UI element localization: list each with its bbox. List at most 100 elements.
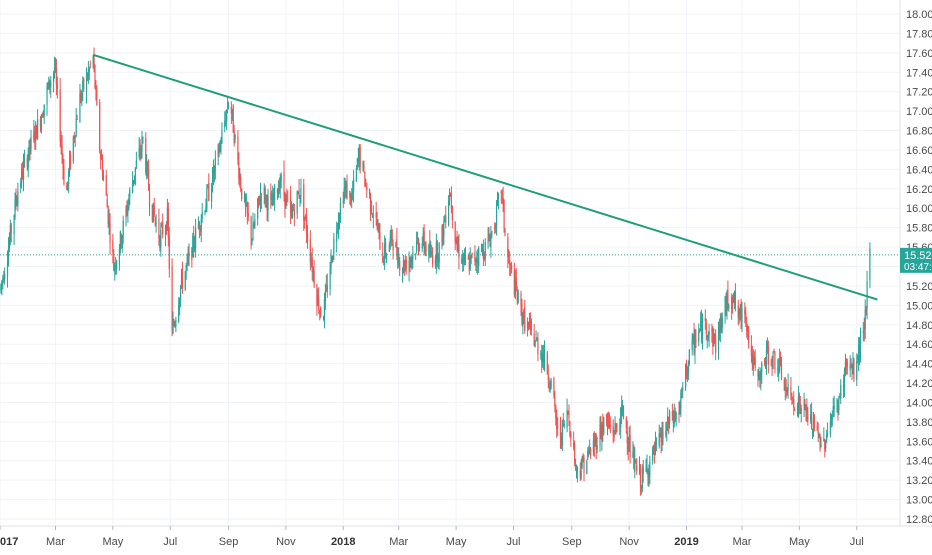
candle-body: [114, 265, 116, 270]
candle-body: [724, 297, 726, 315]
candle-body: [474, 252, 476, 262]
candle-body: [299, 195, 301, 199]
candle-body: [151, 204, 153, 221]
candle-body: [59, 89, 61, 141]
candle-body: [607, 420, 610, 423]
candle-body: [401, 270, 404, 272]
candle-body: [290, 209, 293, 217]
candle-body: [306, 233, 309, 242]
trendline[interactable]: [92, 53, 878, 301]
candle-body: [862, 330, 864, 334]
candle-body: [285, 194, 287, 209]
candle-body: [388, 244, 390, 252]
candle-body: [455, 237, 457, 244]
y-tick-label: 13.40: [906, 456, 932, 468]
candle-body: [484, 241, 486, 260]
candle-body: [80, 93, 82, 101]
candle-body: [534, 341, 536, 348]
candle-body: [389, 237, 391, 242]
candle-body: [133, 175, 136, 179]
candle-body: [509, 260, 511, 265]
candle-body: [522, 321, 524, 328]
candle-body: [513, 270, 516, 296]
candle-body: [382, 252, 384, 263]
candle-body: [705, 323, 707, 334]
x-tick-label: Sep: [219, 536, 239, 548]
candle-body: [449, 195, 452, 197]
candle-body: [61, 145, 63, 156]
candle-body: [266, 197, 268, 211]
candle-body: [546, 352, 548, 375]
candle-body: [265, 196, 267, 200]
candle-body: [213, 166, 216, 174]
candle-body: [562, 418, 564, 422]
candle-body: [648, 472, 650, 478]
candle-body: [470, 255, 472, 259]
candle-body: [569, 422, 571, 436]
candle-body: [799, 403, 801, 411]
candle-body: [813, 417, 816, 424]
candle-body: [783, 379, 785, 391]
candle-body: [638, 466, 641, 469]
candle-body: [794, 409, 796, 411]
candle-body: [88, 68, 90, 73]
candle-body: [467, 256, 469, 260]
candle-body: [200, 219, 202, 232]
candle-body: [122, 220, 124, 238]
candle-body: [174, 323, 176, 327]
candle-body: [560, 437, 563, 443]
candle-body: [616, 424, 618, 429]
candle-body: [423, 231, 425, 249]
candle-body: [87, 70, 90, 76]
candle-body: [322, 319, 325, 321]
candle-body: [112, 240, 114, 253]
candle-body: [641, 468, 643, 489]
candle-body: [15, 197, 17, 203]
candle-body: [324, 290, 326, 302]
candle-body: [550, 378, 552, 389]
candle-body: [482, 249, 484, 259]
time-axis[interactable]: 017 Mar May Jul Sep Nov 2018 Mar May Jul Sep Nov 201…: [0, 526, 864, 548]
candle-body: [79, 93, 81, 123]
candle-body: [305, 215, 307, 219]
candle-body: [226, 110, 228, 122]
x-tick-label: 2019: [674, 536, 698, 548]
candle-body: [634, 457, 636, 473]
candle-body: [858, 341, 861, 357]
candle-body: [600, 424, 602, 438]
candle-body: [221, 130, 223, 143]
candle-body: [757, 371, 759, 377]
candle-body: [784, 383, 786, 392]
countdown-timer: 03:47:04: [904, 262, 932, 273]
y-tick-label: 17.60: [906, 48, 932, 60]
candle-body: [342, 200, 344, 204]
x-tick-label: May: [102, 536, 123, 548]
candle-body: [22, 163, 25, 181]
candle-body: [289, 196, 292, 213]
y-tick-label: 13.20: [906, 475, 932, 487]
candle-body: [701, 319, 704, 344]
candle-body: [533, 333, 535, 346]
candle-body: [863, 327, 865, 331]
candle-body: [92, 56, 94, 65]
candle-body: [454, 221, 456, 242]
candle-body: [507, 237, 509, 258]
candle-body: [283, 171, 285, 195]
candle-body: [185, 265, 187, 271]
candle-body: [451, 205, 453, 220]
candle-body: [313, 270, 315, 286]
candle-body: [257, 198, 259, 219]
candle-body: [212, 168, 215, 177]
candle-body: [752, 356, 754, 369]
candle-body: [425, 247, 427, 253]
candle-body: [21, 170, 24, 179]
candle-body: [589, 447, 592, 456]
candle-body: [667, 416, 669, 428]
candle-body: [331, 258, 333, 263]
candle-body: [495, 225, 497, 228]
candle-body: [615, 423, 617, 427]
candle-body: [141, 137, 143, 152]
trendline-layer[interactable]: [0, 53, 900, 301]
